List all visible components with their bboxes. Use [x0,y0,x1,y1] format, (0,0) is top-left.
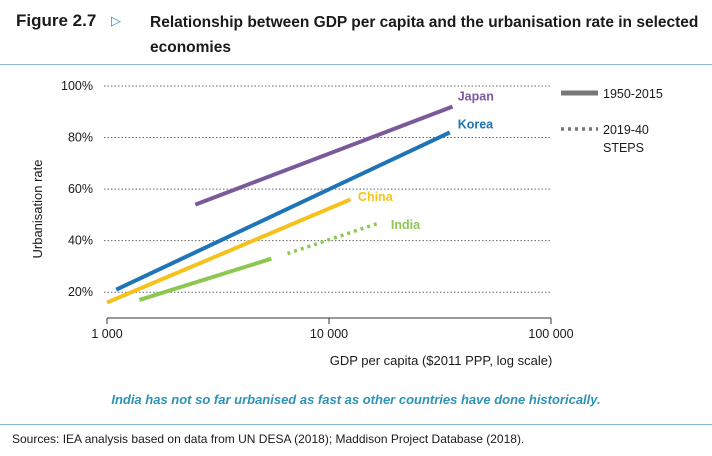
figure-label: Figure 2.7 [16,11,97,30]
x-tick-label: 10 000 [310,327,348,341]
chart: 20% 40% 60% 80% 100% 1 000 10 000 100 000 Japa… [30,79,663,368]
series-line-india [138,256,272,302]
figure-title: Relationship between GDP per capita and … [150,14,699,56]
y-tick-label: 60% [68,182,93,196]
legend-label-dotted: 2019-40 STEPS [603,123,649,155]
series-labels: Japan Korea China India [358,89,494,232]
y-tick-label: 20% [68,285,93,299]
figure-caption: India has not so far urbanised as fast a… [111,392,601,407]
gridlines [104,85,551,293]
x-axis: 1 000 10 000 100 000 [91,317,574,341]
top-divider [0,64,712,65]
series-line-korea [115,130,451,292]
series-line-china [106,197,352,305]
y-tick-label: 80% [68,131,93,145]
series-line-japan [194,104,454,207]
series-label-korea: Korea [458,118,494,132]
series-label-japan: Japan [458,89,494,103]
x-axis-label: GDP per capita ($2011 PPP, log scale) [330,353,553,368]
y-tick-label: 100% [61,79,93,93]
legend: 1950-2015 2019-40 STEPS [561,87,663,155]
x-tick-label: 1 000 [91,327,122,341]
series-label-india: India [391,218,421,232]
series-lines [106,104,454,305]
bottom-divider [0,424,712,425]
y-axis-label: Urbanisation rate [30,160,45,259]
legend-label-solid: 1950-2015 [603,87,663,101]
y-tick-labels: 20% 40% 60% 80% 100% [61,79,93,299]
x-tick-label: 100 000 [528,327,573,341]
source-note: Sources: IEA analysis based on data from… [12,432,525,446]
series-line-india-projection [286,220,381,256]
triangle-right-outline-icon: ▷ [111,13,121,28]
y-tick-label: 40% [68,234,93,248]
series-label-china: China [358,190,394,204]
